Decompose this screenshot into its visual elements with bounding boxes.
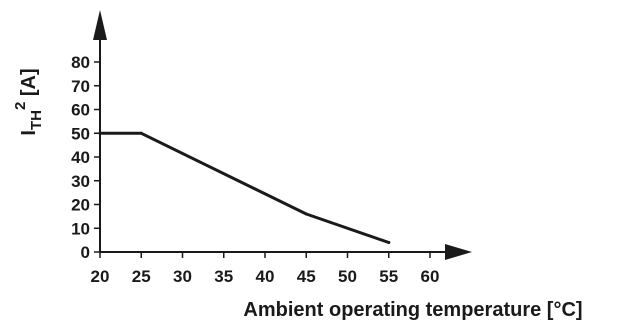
x-tick-label: 45 bbox=[297, 267, 316, 286]
y-tick-label: 50 bbox=[71, 124, 90, 143]
y-tick-label: 80 bbox=[71, 53, 90, 72]
y-axis-title-superscript: 2 bbox=[12, 102, 29, 110]
x-axis-title: Ambient operating temperature [°C] bbox=[243, 299, 582, 321]
data-point bbox=[304, 212, 308, 216]
y-tick-label: 30 bbox=[71, 172, 90, 191]
x-tick-label: 30 bbox=[173, 267, 192, 286]
x-tick-label: 25 bbox=[132, 267, 151, 286]
y-tick-labels: 0 10 20 30 40 50 60 70 80 bbox=[71, 53, 90, 262]
y-ticks bbox=[94, 61, 100, 253]
y-axis-arrow-icon bbox=[93, 10, 107, 40]
x-tick-label: 40 bbox=[256, 267, 275, 286]
data-point bbox=[139, 131, 143, 135]
y-axis-title-main: I bbox=[18, 130, 40, 136]
y-axis-title: ITH2 [A] bbox=[12, 68, 45, 135]
x-tick-label: 55 bbox=[379, 267, 398, 286]
x-tick-label: 50 bbox=[338, 267, 357, 286]
y-tick-label: 10 bbox=[71, 219, 90, 238]
x-tick-labels: 20 25 30 35 40 45 50 55 60 bbox=[91, 267, 440, 286]
y-axis-title-unit: [A] bbox=[18, 68, 40, 101]
series-line bbox=[98, 131, 391, 244]
x-tick-label: 20 bbox=[91, 267, 110, 286]
x-tick-label: 60 bbox=[421, 267, 440, 286]
y-tick-label: 0 bbox=[81, 243, 90, 262]
y-tick-label: 70 bbox=[71, 77, 90, 96]
y-axis-title-subscript: TH bbox=[28, 110, 45, 130]
x-axis-arrow-icon bbox=[445, 244, 472, 260]
y-tick-label: 40 bbox=[71, 148, 90, 167]
y-tick-label: 20 bbox=[71, 196, 90, 215]
y-tick-label: 60 bbox=[71, 101, 90, 120]
x-tick-label: 35 bbox=[214, 267, 233, 286]
data-point bbox=[387, 241, 391, 244]
x-ticks bbox=[99, 252, 431, 258]
series-group bbox=[98, 131, 391, 244]
data-point bbox=[98, 131, 102, 135]
